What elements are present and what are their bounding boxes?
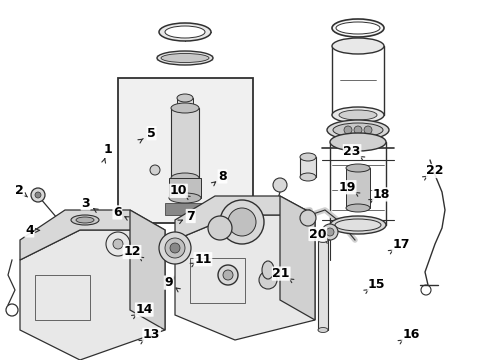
Text: 23: 23 <box>343 145 360 158</box>
Circle shape <box>35 192 41 198</box>
Ellipse shape <box>299 153 315 161</box>
Ellipse shape <box>317 238 327 243</box>
Circle shape <box>113 239 123 249</box>
Text: 22: 22 <box>426 165 443 177</box>
Ellipse shape <box>335 22 379 34</box>
Text: 12: 12 <box>123 246 141 258</box>
Polygon shape <box>175 196 314 240</box>
Ellipse shape <box>329 216 385 234</box>
Circle shape <box>363 126 371 134</box>
Ellipse shape <box>171 173 199 183</box>
Circle shape <box>353 126 361 134</box>
Circle shape <box>150 165 160 175</box>
Bar <box>171 108 199 178</box>
Circle shape <box>259 271 276 289</box>
Text: 10: 10 <box>169 184 187 197</box>
Ellipse shape <box>331 107 383 123</box>
Text: 9: 9 <box>164 276 173 289</box>
Ellipse shape <box>346 204 369 212</box>
Ellipse shape <box>157 51 213 65</box>
Text: 7: 7 <box>186 210 195 222</box>
Ellipse shape <box>299 173 315 181</box>
Text: 5: 5 <box>147 127 156 140</box>
Ellipse shape <box>177 94 193 102</box>
Circle shape <box>31 188 45 202</box>
Ellipse shape <box>338 110 376 120</box>
Circle shape <box>223 270 232 280</box>
Text: 19: 19 <box>338 181 355 194</box>
Bar <box>299 157 315 177</box>
Circle shape <box>299 210 315 226</box>
Circle shape <box>170 243 180 253</box>
Polygon shape <box>20 210 164 260</box>
Ellipse shape <box>76 217 94 223</box>
Text: 1: 1 <box>103 143 112 156</box>
Text: 15: 15 <box>367 278 385 291</box>
Text: 2: 2 <box>15 184 24 197</box>
Text: 3: 3 <box>81 197 90 210</box>
Ellipse shape <box>164 26 204 38</box>
Ellipse shape <box>317 328 327 333</box>
Bar <box>164 203 204 215</box>
Circle shape <box>159 232 191 264</box>
Ellipse shape <box>262 261 273 279</box>
Text: 16: 16 <box>401 328 419 341</box>
Bar <box>169 178 201 198</box>
Bar <box>317 240 327 330</box>
Ellipse shape <box>346 164 369 172</box>
Ellipse shape <box>71 215 99 225</box>
Text: 17: 17 <box>391 238 409 251</box>
Ellipse shape <box>169 193 201 203</box>
Circle shape <box>272 178 286 192</box>
Circle shape <box>343 126 351 134</box>
Bar <box>35 275 90 320</box>
Polygon shape <box>280 196 314 320</box>
Ellipse shape <box>329 133 385 151</box>
Ellipse shape <box>334 219 380 231</box>
Ellipse shape <box>161 54 208 63</box>
Ellipse shape <box>159 23 210 41</box>
Ellipse shape <box>332 123 382 137</box>
Circle shape <box>227 208 256 236</box>
Circle shape <box>321 224 337 240</box>
Polygon shape <box>130 210 164 330</box>
Ellipse shape <box>331 38 383 54</box>
Circle shape <box>164 238 184 258</box>
Text: 13: 13 <box>142 328 160 341</box>
Text: 21: 21 <box>272 267 289 280</box>
Ellipse shape <box>326 120 388 140</box>
Text: 11: 11 <box>194 253 211 266</box>
Ellipse shape <box>331 19 383 37</box>
Circle shape <box>325 228 333 236</box>
Circle shape <box>220 200 264 244</box>
Text: 4: 4 <box>25 224 34 237</box>
Circle shape <box>218 265 238 285</box>
Ellipse shape <box>171 103 199 113</box>
Circle shape <box>207 216 231 240</box>
Text: 8: 8 <box>218 170 226 183</box>
Polygon shape <box>175 215 314 340</box>
Text: 6: 6 <box>113 206 122 219</box>
Bar <box>118 78 252 223</box>
Text: 18: 18 <box>372 188 389 201</box>
Bar <box>346 168 369 208</box>
Bar <box>190 258 244 303</box>
Text: 14: 14 <box>135 303 153 316</box>
Text: 20: 20 <box>308 228 326 240</box>
Bar <box>177 98 193 108</box>
Polygon shape <box>20 230 164 360</box>
